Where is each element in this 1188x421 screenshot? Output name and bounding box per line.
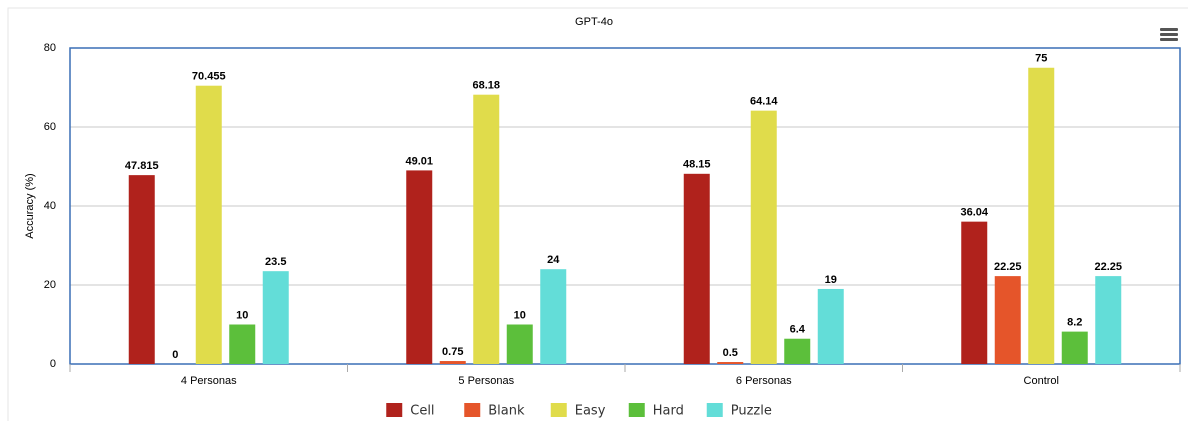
bar xyxy=(262,271,289,364)
legend-label: Easy xyxy=(575,404,606,419)
bar xyxy=(961,221,988,364)
bar xyxy=(817,288,844,364)
bar xyxy=(683,173,710,364)
bar xyxy=(406,170,433,364)
y-tick-label: 40 xyxy=(44,200,56,212)
value-label: 48.15 xyxy=(683,159,711,171)
chart-title: GPT-4o xyxy=(575,16,613,28)
value-label: 8.2 xyxy=(1067,317,1082,329)
value-label: 0.5 xyxy=(723,347,738,359)
menu-bar[interactable] xyxy=(1160,28,1178,31)
bar xyxy=(195,85,222,364)
bar xyxy=(229,324,256,364)
bar xyxy=(750,110,777,364)
legend-swatch xyxy=(550,403,567,417)
x-tick-label: 5 Personas xyxy=(458,375,514,387)
legend-swatch xyxy=(628,403,645,417)
value-label: 36.04 xyxy=(960,207,988,219)
menu-bar[interactable] xyxy=(1160,38,1178,41)
legend-swatch xyxy=(386,403,403,417)
bar xyxy=(717,362,744,364)
bar xyxy=(128,175,155,364)
bar xyxy=(439,361,466,364)
value-label: 10 xyxy=(236,309,248,321)
bar xyxy=(506,324,533,364)
value-label: 49.01 xyxy=(405,155,433,167)
value-label: 6.4 xyxy=(790,324,806,336)
bar xyxy=(1095,276,1122,364)
value-label: 64.14 xyxy=(750,96,778,108)
bar xyxy=(784,338,811,364)
x-tick-label: 4 Personas xyxy=(181,375,237,387)
bar xyxy=(1061,331,1088,364)
value-label: 0.75 xyxy=(442,346,463,358)
value-label: 24 xyxy=(547,254,560,266)
legend-label: Blank xyxy=(488,404,525,419)
value-label: 22.25 xyxy=(994,261,1022,273)
value-label: 68.18 xyxy=(472,80,500,92)
value-label: 0 xyxy=(172,349,178,361)
value-label: 22.25 xyxy=(1094,261,1122,273)
bar xyxy=(473,94,500,365)
y-tick-label: 60 xyxy=(44,121,56,133)
value-label: 10 xyxy=(514,309,526,321)
bar xyxy=(540,269,567,364)
value-label: 23.5 xyxy=(265,256,286,268)
y-axis-label: Accuracy (%) xyxy=(24,173,36,238)
x-tick-label: Control xyxy=(1024,375,1059,387)
legend-swatch xyxy=(464,403,481,417)
y-tick-label: 20 xyxy=(44,279,56,291)
value-label: 19 xyxy=(825,274,837,286)
x-tick-label: 6 Personas xyxy=(736,375,792,387)
menu-icon[interactable] xyxy=(1160,28,1178,41)
y-tick-label: 0 xyxy=(50,358,56,370)
legend-label: Puzzle xyxy=(731,404,772,419)
bar xyxy=(994,276,1021,364)
value-label: 70.455 xyxy=(192,71,226,83)
menu-bar[interactable] xyxy=(1160,33,1178,36)
legend-swatch xyxy=(706,403,723,417)
bar xyxy=(1028,67,1055,364)
y-tick-label: 80 xyxy=(44,42,56,54)
frame xyxy=(7,7,1188,421)
value-label: 47.815 xyxy=(125,160,159,172)
legend-label: Cell xyxy=(410,404,434,419)
value-label: 75 xyxy=(1035,53,1047,65)
legend-label: Hard xyxy=(653,404,684,419)
